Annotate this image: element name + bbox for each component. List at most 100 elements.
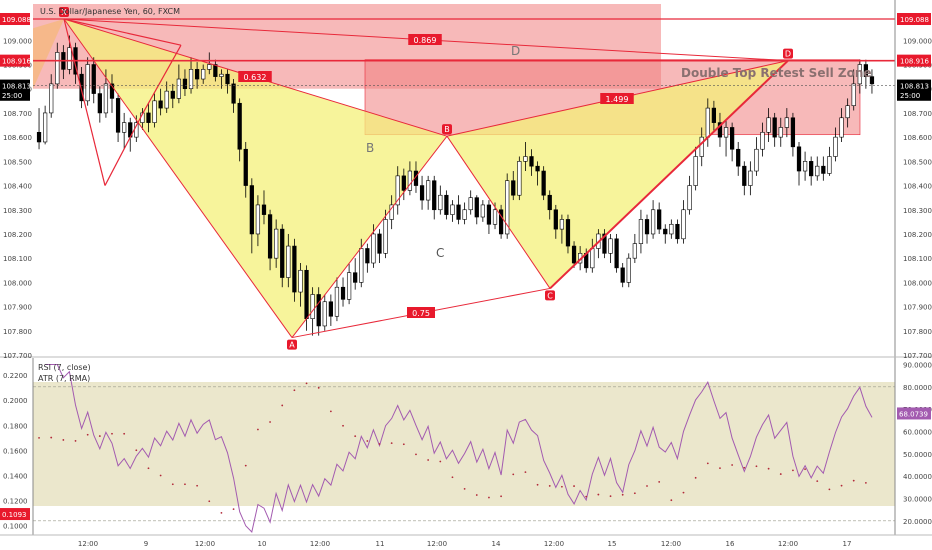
- atr-value-tag-text: 0.1093: [2, 511, 27, 519]
- candle: [468, 190, 473, 215]
- candle-body-down: [377, 233, 382, 254]
- price-tag-left-text: 108.813: [2, 83, 31, 91]
- leg-cd: [549, 59, 789, 290]
- candle-body-up: [778, 127, 783, 138]
- candle-body-up: [669, 223, 674, 235]
- candle-body-up: [346, 272, 352, 300]
- atr-value-tag: 0.1093: [0, 508, 30, 521]
- atr-dot: [184, 483, 186, 486]
- price-tick-left: 108.400: [3, 183, 32, 191]
- price-tick: 107.800: [903, 328, 932, 336]
- candle: [389, 195, 394, 230]
- candle: [182, 69, 188, 96]
- candle-body-down: [535, 165, 540, 172]
- atr-dot: [257, 428, 259, 431]
- atr-dot: [390, 442, 393, 445]
- candle-body-down: [444, 194, 449, 215]
- candle-body-down: [365, 248, 370, 264]
- candle-body-down: [644, 219, 650, 235]
- atr-tick: 0.1400: [3, 473, 28, 481]
- atr-dot: [38, 436, 40, 439]
- price-tag: 25:00 25:00: [0, 88, 931, 101]
- candle-body-down: [158, 100, 163, 109]
- atr-dot: [402, 443, 405, 446]
- atr-dot: [111, 432, 113, 435]
- atr-dot: [159, 474, 162, 477]
- candle: [79, 66, 84, 109]
- candle-body-down: [213, 64, 218, 77]
- price-tag-left-bg: [0, 79, 30, 92]
- atr-dot: [220, 511, 223, 514]
- candle-body-up: [298, 269, 303, 293]
- point-badge-b: B: [442, 124, 452, 134]
- candle-body-down: [821, 165, 826, 174]
- atr-dot: [329, 410, 332, 413]
- candle-body-up: [833, 136, 838, 157]
- time-tick: 10: [258, 540, 267, 548]
- atr-dot: [500, 495, 502, 498]
- atr-dot: [196, 484, 199, 487]
- candle-body-up: [839, 117, 844, 138]
- candle: [286, 233, 291, 288]
- candle-body-down: [401, 175, 406, 191]
- candle: [796, 141, 802, 186]
- atr-dot: [743, 466, 746, 469]
- price-tick-left: 107.800: [3, 328, 32, 336]
- candle-body-down: [146, 112, 151, 123]
- atr-tick: 0.2000: [3, 397, 28, 405]
- candle: [827, 146, 832, 176]
- candle: [772, 112, 777, 147]
- atr-dot: [779, 473, 782, 475]
- rsi-value-tag-bg: [897, 407, 931, 420]
- candle: [511, 171, 516, 201]
- atr-dot: [658, 481, 661, 483]
- rsi-tick: 90.0000: [903, 361, 932, 369]
- rsi-tick: 40.0000: [903, 473, 932, 481]
- candle-body-down: [571, 245, 577, 264]
- candle-body-up: [693, 156, 698, 186]
- candle: [766, 108, 771, 142]
- price-tag-right-text: 109.088: [900, 16, 929, 24]
- candle-body-down: [620, 267, 625, 283]
- atr-tick: 0.1600: [3, 447, 28, 455]
- price-tick: 107.900: [903, 304, 932, 312]
- price-tag: 108.916 108.916: [0, 54, 931, 67]
- candle-body-up: [322, 301, 327, 327]
- atr-dot: [488, 496, 490, 499]
- symbol-title: U.S. Dollar/Japanese Yen, 60, FXCM: [40, 7, 180, 16]
- candle-body-up: [650, 209, 656, 235]
- price-tag-left-text: 109.088: [2, 16, 31, 24]
- point-badge-bg: [545, 290, 555, 301]
- candle-body-down: [565, 219, 571, 247]
- candle-body-down: [863, 64, 869, 77]
- price-tick: 108.700: [903, 110, 932, 118]
- price-tag-right-text: 108.916: [900, 58, 929, 66]
- candle: [687, 175, 692, 215]
- candle-body-up: [359, 248, 364, 283]
- candle-body-up: [559, 219, 565, 230]
- atr-dot: [378, 443, 381, 445]
- price-tag-right-bg: [897, 88, 931, 101]
- price-tick-left: 107.700: [3, 352, 32, 360]
- ratio-tag-text: 1.499: [606, 95, 629, 104]
- candle: [669, 219, 674, 239]
- price-tag-right-bg: [897, 54, 931, 67]
- candle: [541, 166, 546, 201]
- candle: [790, 112, 796, 157]
- candle-body-down: [474, 197, 479, 218]
- candle: [115, 93, 121, 142]
- inner-zigzag-segment: [63, 18, 182, 46]
- price-tick-left: 108.000: [3, 279, 32, 287]
- point-badge-text: C: [547, 291, 553, 300]
- atr-dot: [135, 449, 138, 452]
- time-tick: 12:00: [778, 540, 798, 548]
- point-badge-x: X: [59, 7, 69, 18]
- atr-dot: [560, 485, 563, 488]
- candle-body-up: [754, 148, 759, 172]
- price-tick-left: 108.600: [3, 134, 32, 142]
- candle: [346, 263, 352, 305]
- price-tag-right-text: 108.813: [900, 83, 929, 91]
- candle-body-down: [541, 170, 546, 196]
- time-tick: 12:00: [195, 540, 215, 548]
